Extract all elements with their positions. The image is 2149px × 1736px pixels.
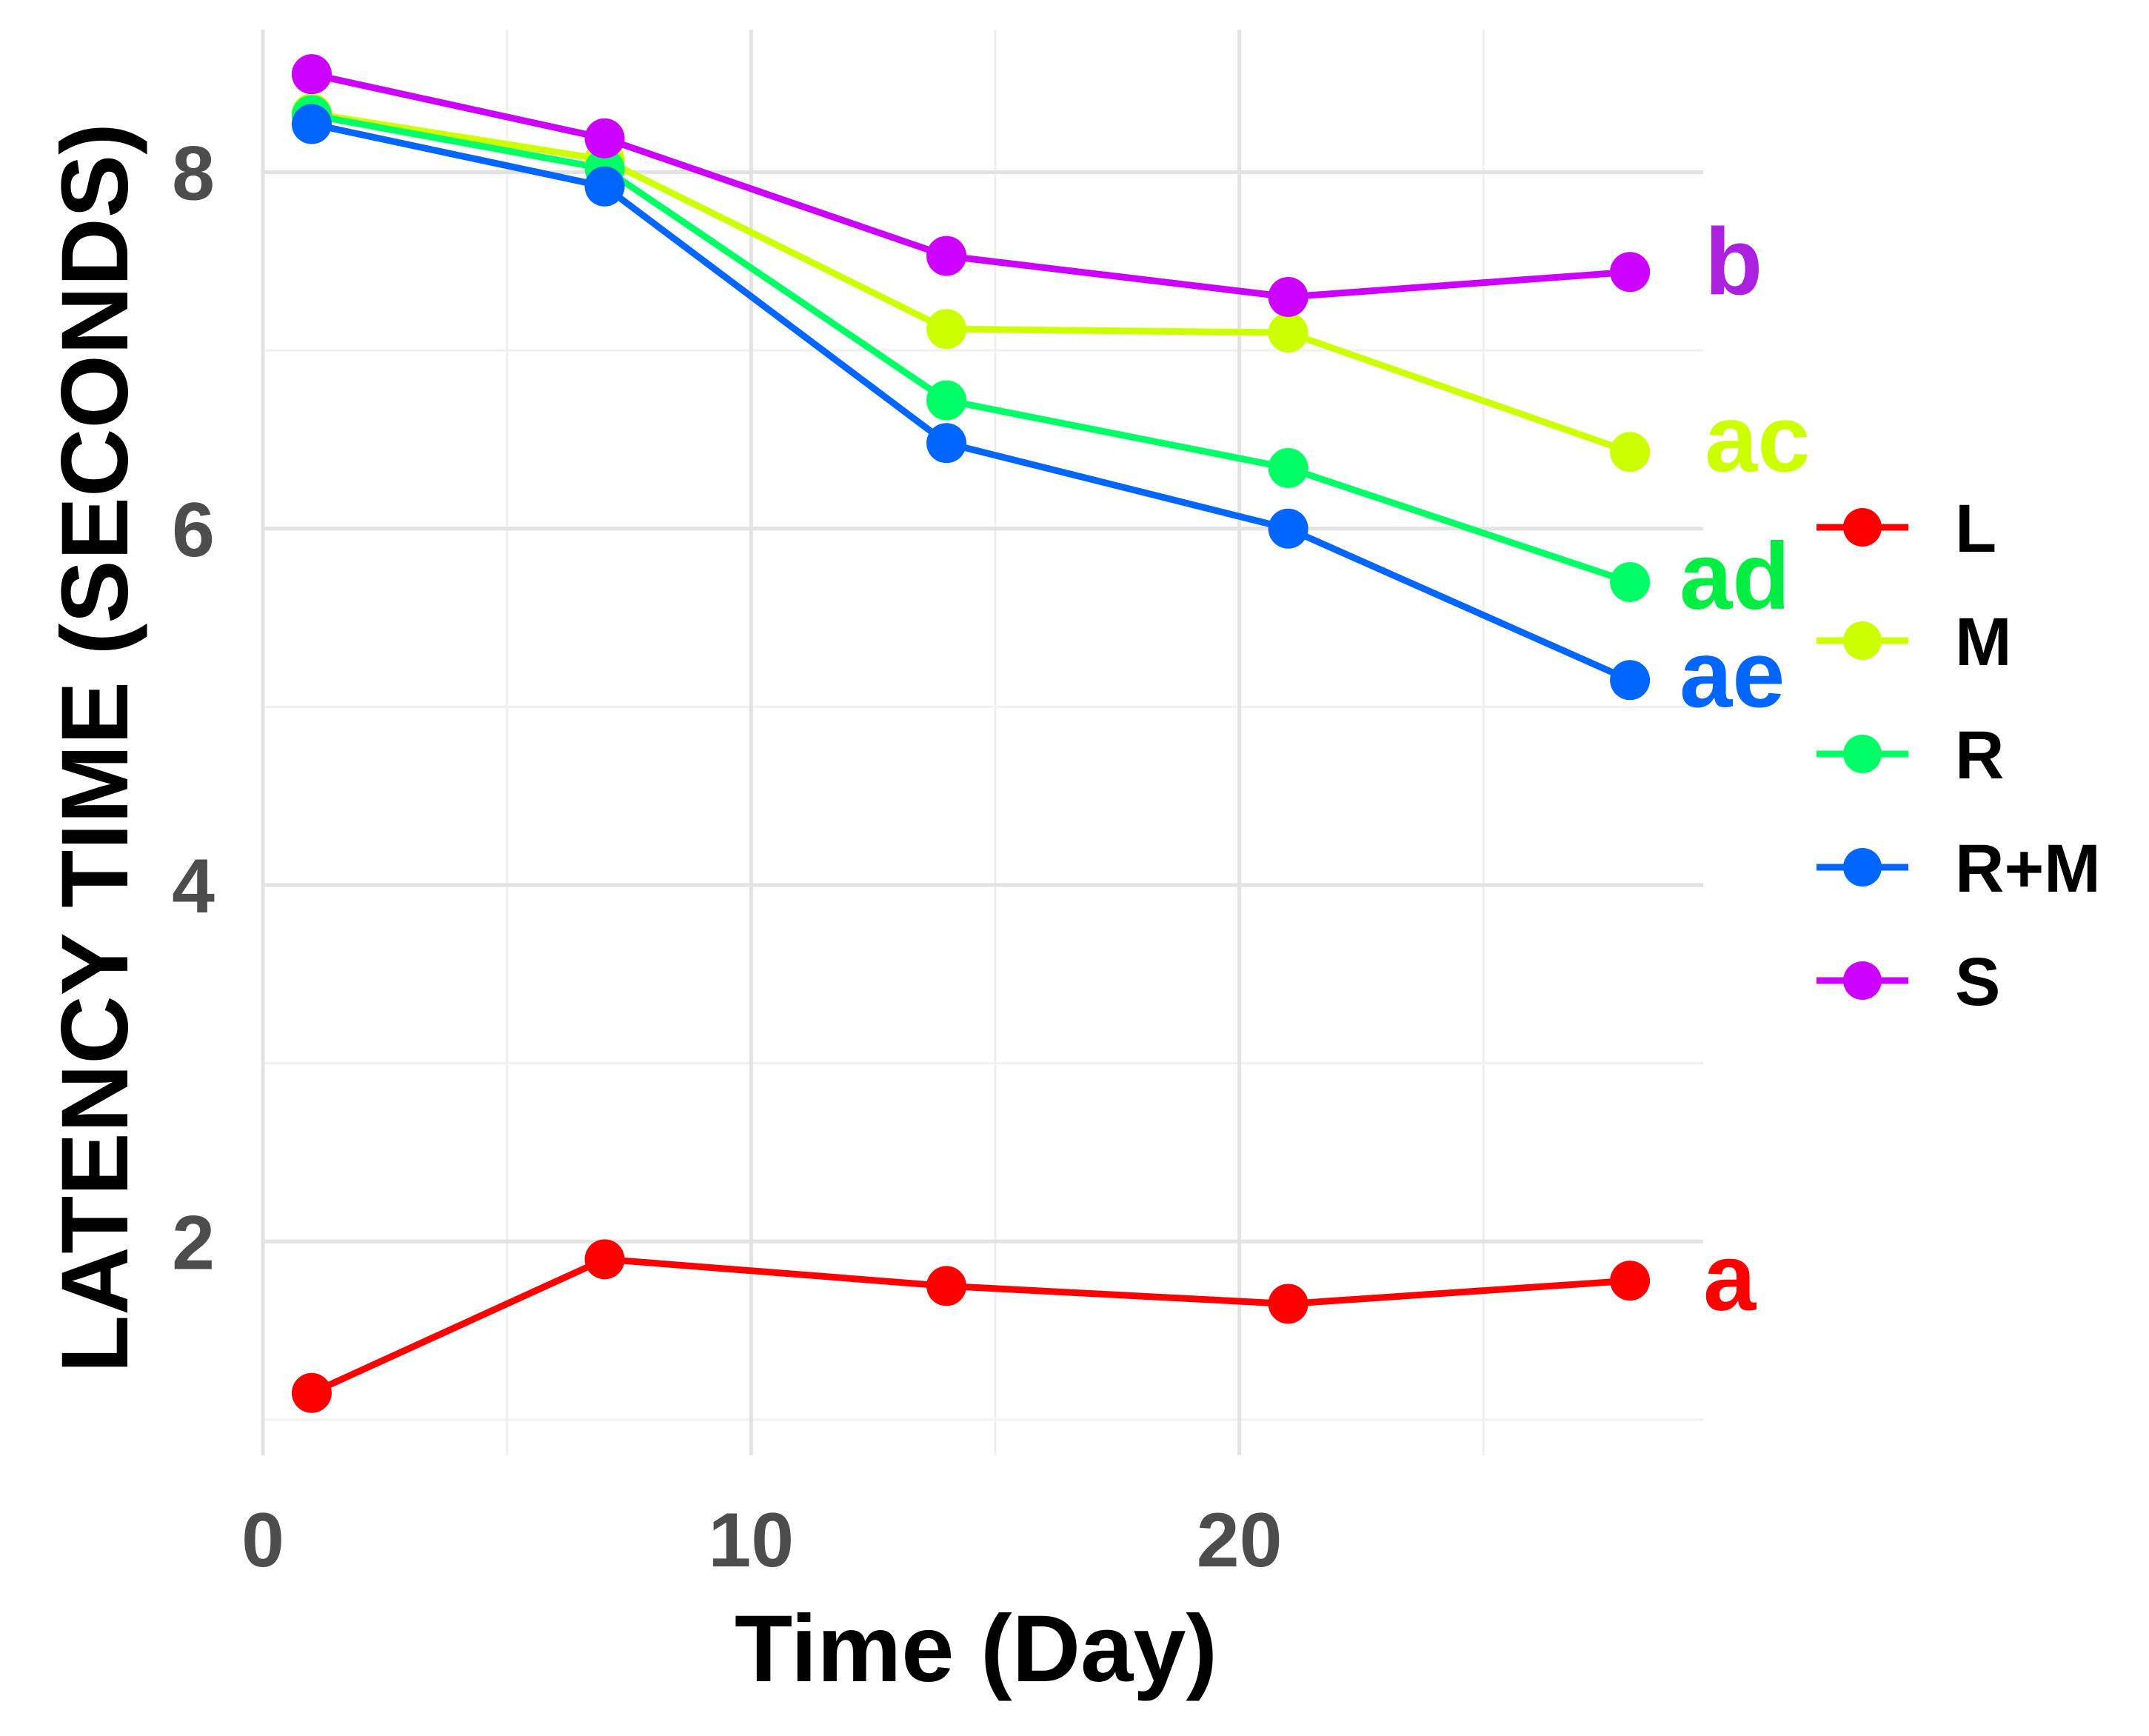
series-points	[291, 54, 1651, 1413]
data-point-s	[1268, 276, 1309, 317]
data-point-r	[926, 380, 967, 421]
significance-label-ad: ad	[1680, 524, 1790, 630]
y-tick-label: 6	[172, 487, 215, 573]
data-point-s	[584, 118, 625, 158]
legend-marker-s	[1843, 961, 1882, 1000]
data-point-l	[584, 1239, 625, 1280]
data-point-s	[1610, 252, 1651, 293]
data-point-s	[926, 236, 967, 276]
data-point-r	[1268, 447, 1309, 488]
data-point-r-m	[1610, 660, 1651, 701]
significance-label-ae: ae	[1680, 621, 1785, 727]
data-point-r	[1610, 561, 1651, 602]
significance-label-b: b	[1705, 209, 1762, 315]
data-point-l	[926, 1266, 967, 1306]
legend-marker-l	[1843, 508, 1882, 547]
y-tick-label: 8	[172, 131, 215, 217]
legend-marker-r	[1843, 735, 1882, 773]
x-tick-label: 0	[241, 1498, 284, 1583]
data-point-m	[926, 309, 967, 350]
legend-label-l: L	[1955, 491, 1996, 567]
x-axis-title: Time (Day)	[735, 1596, 1217, 1702]
data-point-r-m	[926, 423, 967, 464]
data-point-m	[1610, 432, 1651, 473]
data-point-r-m	[291, 104, 332, 144]
y-tick-label: 2	[172, 1200, 215, 1286]
significance-label-a: a	[1703, 1225, 1757, 1331]
data-point-s	[291, 54, 332, 95]
x-tick-label: 10	[708, 1498, 794, 1583]
legend-label-r: R	[1955, 718, 2004, 793]
significance-label-ac: ac	[1705, 386, 1810, 492]
legend-marker-m	[1843, 621, 1882, 660]
data-point-r-m	[1268, 508, 1309, 549]
x-tick-label: 20	[1197, 1498, 1283, 1583]
x-tick-labels: 0 10 20	[241, 1498, 1282, 1583]
data-point-l	[291, 1372, 332, 1413]
legend-marker-r-m	[1843, 848, 1882, 887]
y-tick-label: 4	[172, 844, 215, 929]
data-point-m	[1268, 313, 1309, 353]
legend-label-s: S	[1955, 944, 2000, 1020]
legend-label-r-m: R+M	[1955, 831, 2101, 907]
grid-minor	[263, 30, 1703, 1455]
data-point-l	[1610, 1261, 1651, 1301]
data-point-r-m	[584, 166, 625, 207]
y-axis-title: LATENCY TIME (SECONDS)	[42, 123, 148, 1373]
legend: LMR R+M S	[1817, 491, 2101, 1020]
y-tick-labels: 2 4 6 8	[172, 131, 215, 1286]
legend-label-m: M	[1955, 604, 2012, 680]
data-point-l	[1268, 1283, 1309, 1324]
